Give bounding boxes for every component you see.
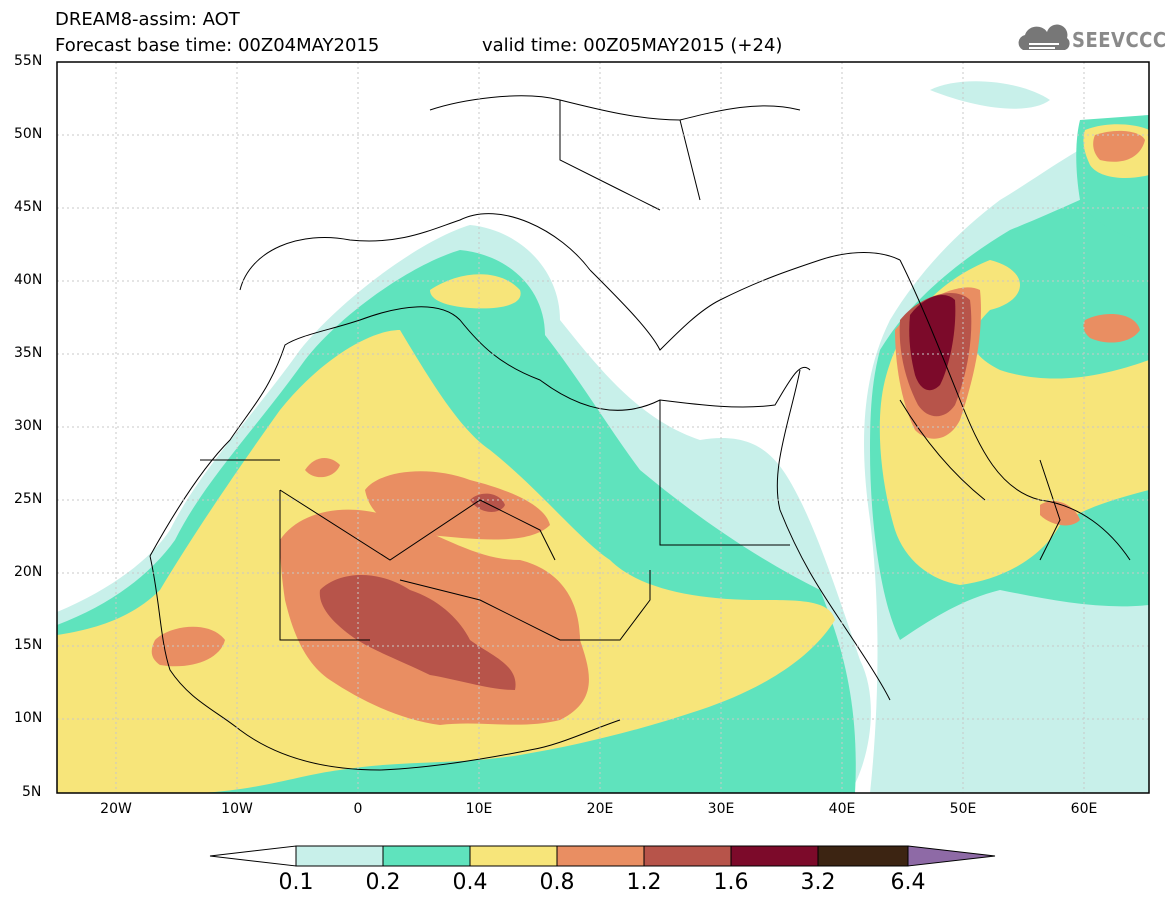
colorbar-swatch bbox=[295, 845, 384, 867]
aot-contour-band bbox=[1093, 130, 1145, 162]
logo-text: SEEVCCC bbox=[1072, 28, 1165, 52]
lon-label: 10E bbox=[465, 801, 493, 817]
colorbar-swatch bbox=[730, 845, 819, 867]
seevccc-logo bbox=[1018, 24, 1070, 50]
aot-contour-band bbox=[909, 295, 956, 391]
forecast-base-time: Forecast base time: 00Z04MAY2015 bbox=[55, 35, 380, 56]
aot-contour-band bbox=[980, 640, 1060, 748]
lon-label: 0 bbox=[353, 801, 363, 817]
lon-label: 10W bbox=[221, 801, 253, 817]
colorbar-label: 6.4 bbox=[890, 870, 926, 895]
aot-contour-band bbox=[151, 626, 225, 667]
colorbar-label: 1.6 bbox=[713, 870, 749, 895]
map-title: DREAM8-assim: AOT bbox=[55, 9, 240, 30]
lat-label: 45N bbox=[14, 199, 43, 215]
lon-label: 30E bbox=[707, 801, 735, 817]
colorbar-label: 1.2 bbox=[626, 870, 662, 895]
colorbar-swatch bbox=[382, 845, 471, 867]
lat-label: 55N bbox=[14, 53, 43, 69]
aot-contours bbox=[57, 81, 1149, 793]
colorbar-swatch bbox=[556, 845, 645, 867]
lat-label: 35N bbox=[14, 345, 43, 361]
graticule bbox=[57, 62, 1149, 793]
aot-contour-band bbox=[1083, 314, 1140, 343]
colorbar-low-arrow bbox=[209, 845, 297, 867]
lat-label: 40N bbox=[14, 272, 43, 288]
valid-time: valid time: 00Z05MAY2015 (+24) bbox=[482, 35, 783, 56]
colorbar-label: 3.2 bbox=[800, 870, 836, 895]
colorbar-label: 0.1 bbox=[278, 870, 314, 895]
lat-label: 20N bbox=[14, 564, 43, 580]
coastlines bbox=[149, 95, 1131, 771]
aot-contour-band bbox=[365, 471, 550, 540]
lat-label: 5N bbox=[22, 784, 42, 800]
colorbar-label: 0.2 bbox=[365, 870, 401, 895]
cloud-icon bbox=[1018, 24, 1070, 50]
lat-label: 15N bbox=[14, 637, 43, 653]
colorbar-high-arrow bbox=[907, 845, 996, 867]
lat-label: 25N bbox=[14, 491, 43, 507]
map-frame bbox=[56, 61, 1150, 794]
aot-contour-band bbox=[305, 458, 340, 478]
lon-label: 50E bbox=[949, 801, 977, 817]
colorbar bbox=[209, 845, 996, 867]
lat-label: 50N bbox=[14, 126, 43, 142]
lon-label: 20W bbox=[100, 801, 132, 817]
aot-contour-band bbox=[1040, 500, 1080, 526]
aot-contour-band bbox=[319, 575, 516, 690]
colorbar-swatch bbox=[817, 845, 909, 867]
lat-label: 10N bbox=[14, 710, 43, 726]
lon-label: 40E bbox=[828, 801, 856, 817]
lon-label: 60E bbox=[1070, 801, 1098, 817]
colorbar-label: 0.4 bbox=[452, 870, 488, 895]
lat-label: 30N bbox=[14, 418, 43, 434]
lon-label: 20E bbox=[586, 801, 614, 817]
colorbar-swatch bbox=[643, 845, 732, 867]
colorbar-label: 0.8 bbox=[539, 870, 575, 895]
colorbar-swatch bbox=[469, 845, 558, 867]
aot-contour-band bbox=[930, 81, 1050, 109]
aot-contour-band bbox=[430, 274, 521, 309]
